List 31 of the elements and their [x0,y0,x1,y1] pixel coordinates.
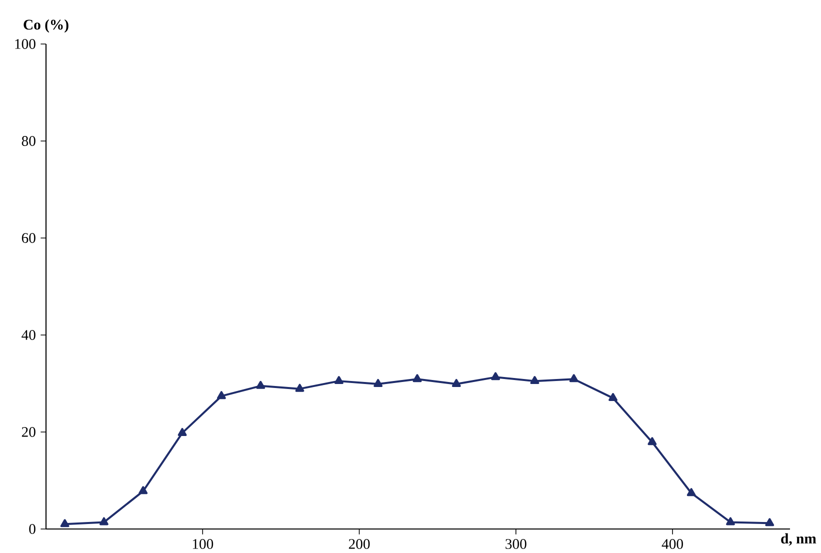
point [726,517,735,526]
point [138,486,148,494]
point [334,376,344,384]
point [686,488,696,496]
point [216,391,226,400]
y-tick-label: 80 [22,136,36,146]
point [569,374,578,382]
y-axis-title: Co (%) [24,19,68,33]
point [100,517,108,526]
x-tick-label: 400 [662,539,683,549]
y-tick-label: 40 [22,330,36,340]
y-tick-label: 0 [29,524,36,534]
y-tick-label: 20 [22,427,36,437]
point [374,378,383,387]
point [491,372,500,380]
point [648,437,657,446]
point [765,518,774,526]
x-tick-label: 300 [506,539,526,549]
point [412,374,422,382]
point [178,428,187,436]
point [608,393,618,402]
x-axis-title: d, nm [781,533,816,546]
x-tick-label: 200 [348,539,370,549]
y-tick-label: 100 [15,39,36,49]
x-tick-label: 100 [192,539,214,549]
point [60,519,70,528]
point [530,376,540,384]
y-tick-label: 60 [22,233,36,243]
point [256,380,266,389]
point [295,384,304,392]
point [452,378,461,387]
